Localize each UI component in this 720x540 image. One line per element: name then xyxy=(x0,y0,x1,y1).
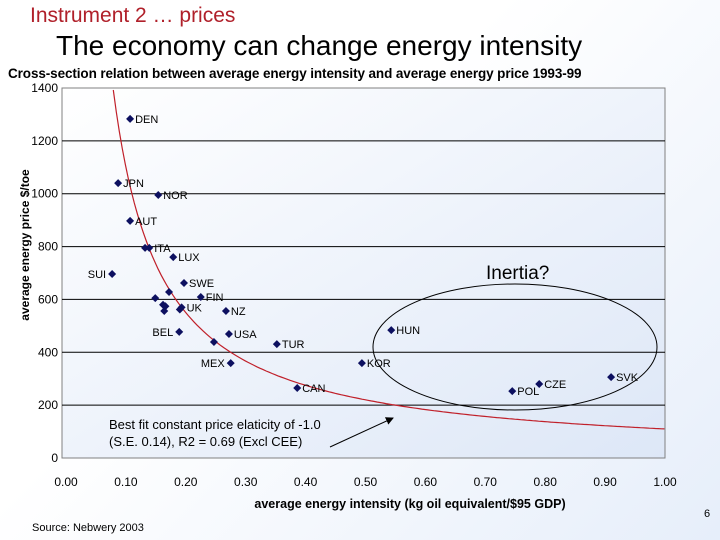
y-tick-label: 200 xyxy=(38,398,58,412)
inertia-annotation: Inertia? xyxy=(486,263,549,284)
x-tick-label: 0.80 xyxy=(534,475,558,489)
data-point xyxy=(224,330,233,339)
data-point xyxy=(126,114,135,123)
data-point xyxy=(221,307,230,316)
data-point xyxy=(357,359,366,368)
point-label: MEX xyxy=(201,358,226,370)
x-tick-label: 0.90 xyxy=(593,475,617,489)
data-point xyxy=(175,327,184,336)
y-tick-label: 1000 xyxy=(31,187,58,201)
x-tick-label: 0.00 xyxy=(54,475,78,489)
slide-subtitle: Instrument 2 … prices xyxy=(30,4,236,27)
page-number: 6 xyxy=(704,508,711,520)
data-point xyxy=(209,337,218,346)
data-point xyxy=(535,380,544,388)
best-fit-curve xyxy=(112,89,665,430)
data-point xyxy=(151,294,160,303)
point-label: CAN xyxy=(302,383,325,395)
x-tick-label: 0.50 xyxy=(354,475,378,489)
data-point xyxy=(196,293,205,302)
data-point xyxy=(293,383,302,392)
y-tick-label: 1400 xyxy=(31,81,58,95)
fit-annotation-line2: (S.E. 0.14), R2 = 0.69 (Excl CEE) xyxy=(109,434,302,449)
point-label: BEL xyxy=(152,327,173,339)
slide-title: The economy can change energy intensity xyxy=(56,30,583,61)
point-label: HUN xyxy=(396,325,420,337)
source-note: Source: Nebwery 2003 xyxy=(32,522,144,534)
fit-annotation-line1: Best fit constant price elaticity of -1.… xyxy=(109,417,321,432)
point-label: ITA xyxy=(154,243,171,255)
point-label: SVK xyxy=(616,372,639,384)
data-point xyxy=(145,243,154,252)
data-point xyxy=(226,359,235,368)
chart-title: Cross-section relation between average e… xyxy=(8,66,582,81)
data-point xyxy=(169,253,178,262)
data-point xyxy=(114,179,123,188)
y-axis-label: average energy price $/toe xyxy=(18,169,32,321)
point-label: DEN xyxy=(135,114,158,126)
x-axis-label: average energy intensity (kg oil equival… xyxy=(254,497,565,511)
data-point xyxy=(154,191,163,200)
point-label: CZE xyxy=(544,379,566,391)
y-tick-label: 600 xyxy=(38,292,58,306)
data-point xyxy=(180,279,189,288)
data-point xyxy=(141,243,150,252)
y-tick-label: 400 xyxy=(38,345,58,359)
x-tick-label: 0.70 xyxy=(474,475,498,489)
x-tick-label: 0.30 xyxy=(234,475,258,489)
data-point xyxy=(108,270,117,279)
x-tick-label: 0.40 xyxy=(294,475,318,489)
data-point xyxy=(126,216,135,225)
x-tick-label: 1.00 xyxy=(653,475,677,489)
point-label: NOR xyxy=(163,190,188,202)
point-label: SWE xyxy=(189,278,214,290)
data-point xyxy=(177,303,186,312)
point-label: FIN xyxy=(206,292,224,304)
point-label: SUI xyxy=(88,269,106,281)
plot-area xyxy=(61,87,666,459)
y-tick-label: 1200 xyxy=(31,134,58,148)
point-label: KOR xyxy=(367,358,391,370)
point-label: AUT xyxy=(135,216,157,228)
point-label: TUR xyxy=(282,339,305,351)
data-point xyxy=(165,288,174,297)
data-point xyxy=(272,340,281,349)
point-label: USA xyxy=(234,329,257,341)
x-tick-label: 0.20 xyxy=(174,475,198,489)
point-label: LUX xyxy=(178,252,200,264)
cee-ellipse xyxy=(372,283,658,411)
y-tick-label: 0 xyxy=(51,451,58,465)
x-tick-label: 0.10 xyxy=(114,475,138,489)
point-label: JPN xyxy=(123,178,144,190)
y-tick-label: 800 xyxy=(38,240,58,254)
point-label: UK xyxy=(187,302,203,314)
point-label: NZ xyxy=(231,306,246,318)
data-point xyxy=(160,307,169,316)
data-point xyxy=(607,373,616,382)
x-tick-label: 0.60 xyxy=(414,475,438,489)
data-point xyxy=(387,326,396,335)
data-point xyxy=(508,387,517,396)
point-label: POL xyxy=(517,386,539,398)
annotation-arrow xyxy=(329,417,394,448)
